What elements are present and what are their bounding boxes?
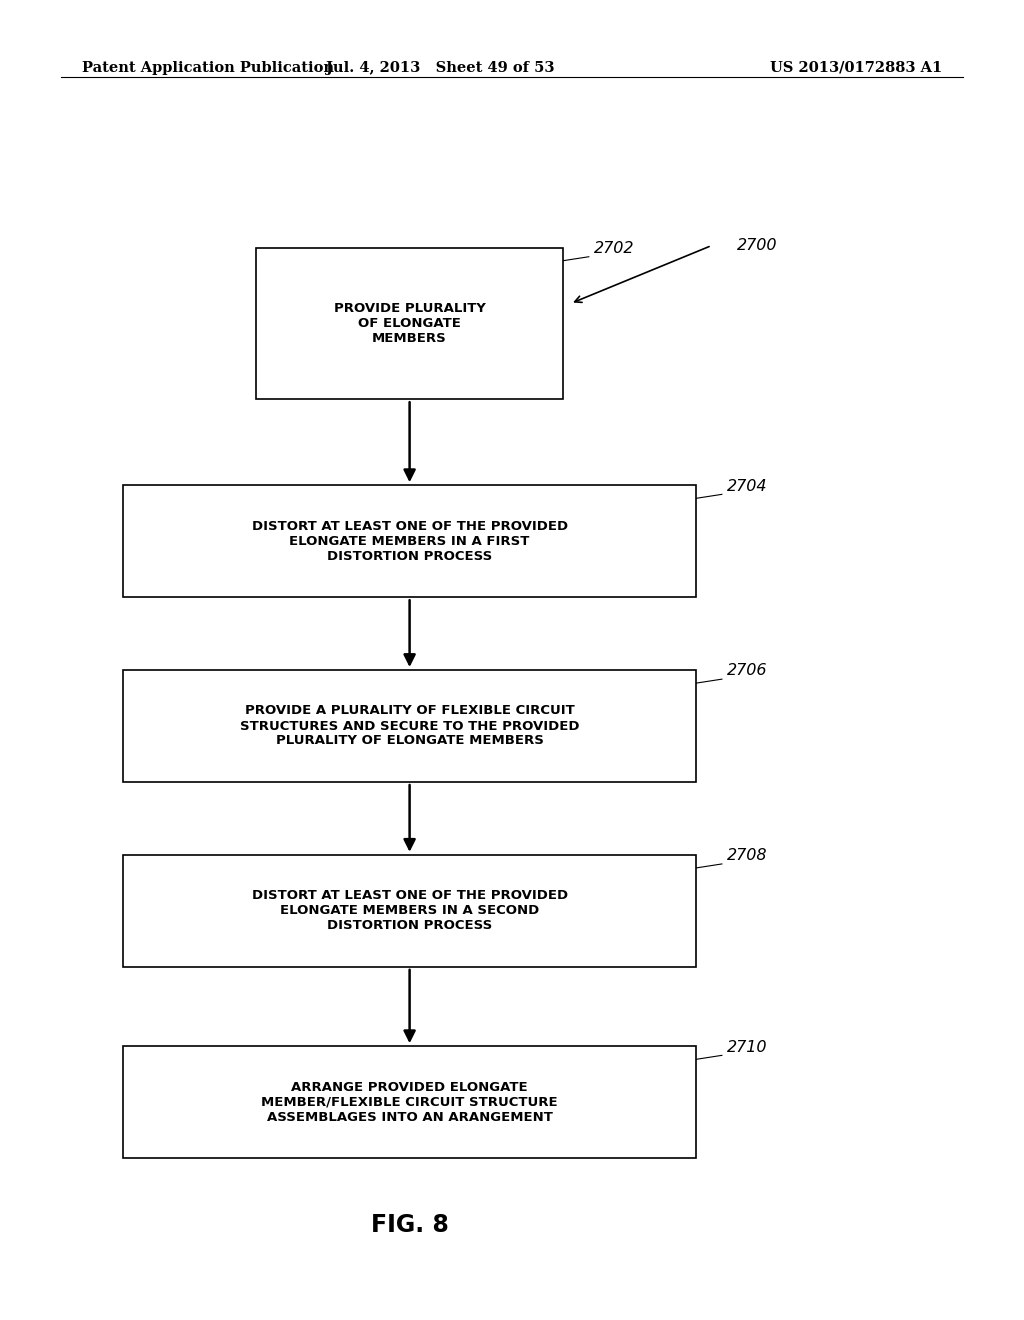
Text: Jul. 4, 2013   Sheet 49 of 53: Jul. 4, 2013 Sheet 49 of 53 [326,61,555,75]
Text: DISTORT AT LEAST ONE OF THE PROVIDED
ELONGATE MEMBERS IN A SECOND
DISTORTION PRO: DISTORT AT LEAST ONE OF THE PROVIDED ELO… [252,890,567,932]
Text: FIG. 8: FIG. 8 [371,1213,449,1237]
Text: 2710: 2710 [727,1040,768,1055]
Text: US 2013/0172883 A1: US 2013/0172883 A1 [770,61,942,75]
Text: PROVIDE A PLURALITY OF FLEXIBLE CIRCUIT
STRUCTURES AND SECURE TO THE PROVIDED
PL: PROVIDE A PLURALITY OF FLEXIBLE CIRCUIT … [240,705,580,747]
Text: 2706: 2706 [727,663,768,678]
Text: 2708: 2708 [727,849,768,863]
Text: PROVIDE PLURALITY
OF ELONGATE
MEMBERS: PROVIDE PLURALITY OF ELONGATE MEMBERS [334,302,485,345]
Text: Patent Application Publication: Patent Application Publication [82,61,334,75]
Text: ARRANGE PROVIDED ELONGATE
MEMBER/FLEXIBLE CIRCUIT STRUCTURE
ASSEMBLAGES INTO AN : ARRANGE PROVIDED ELONGATE MEMBER/FLEXIBL… [261,1081,558,1123]
FancyBboxPatch shape [123,855,696,966]
Text: 2702: 2702 [594,242,635,256]
FancyBboxPatch shape [256,248,563,399]
Text: 2700: 2700 [737,238,778,252]
Text: DISTORT AT LEAST ONE OF THE PROVIDED
ELONGATE MEMBERS IN A FIRST
DISTORTION PROC: DISTORT AT LEAST ONE OF THE PROVIDED ELO… [252,520,567,562]
FancyBboxPatch shape [123,486,696,597]
Text: 2704: 2704 [727,479,768,494]
FancyBboxPatch shape [123,1045,696,1159]
FancyBboxPatch shape [123,671,696,781]
